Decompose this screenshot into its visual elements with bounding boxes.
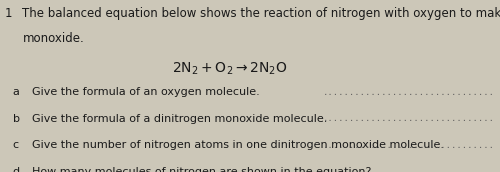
Text: 1: 1 xyxy=(5,7,12,20)
Text: Give the formula of a dinitrogen monoxide molecule.: Give the formula of a dinitrogen monoxid… xyxy=(32,114,328,124)
Text: The balanced equation below shows the reaction of nitrogen with oxygen to make d: The balanced equation below shows the re… xyxy=(22,7,500,20)
Text: ................................: ................................ xyxy=(322,168,494,172)
Text: b: b xyxy=(12,114,20,124)
Text: ................................: ................................ xyxy=(322,114,494,123)
Text: Give the formula of an oxygen molecule.: Give the formula of an oxygen molecule. xyxy=(32,87,260,97)
Text: c: c xyxy=(12,140,18,150)
Text: $\mathregular{2N_2 + O_2 \rightarrow 2N_2O}$: $\mathregular{2N_2 + O_2 \rightarrow 2N_… xyxy=(172,61,288,77)
Text: monoxide.: monoxide. xyxy=(22,32,84,45)
Text: ................................: ................................ xyxy=(322,141,494,150)
Text: Give the number of nitrogen atoms in one dinitrogen monoxide molecule.: Give the number of nitrogen atoms in one… xyxy=(32,140,445,150)
Text: a: a xyxy=(12,87,20,97)
Text: d: d xyxy=(12,167,20,172)
Text: ................................: ................................ xyxy=(322,88,494,96)
Text: How many molecules of nitrogen are shown in the equation?: How many molecules of nitrogen are shown… xyxy=(32,167,372,172)
